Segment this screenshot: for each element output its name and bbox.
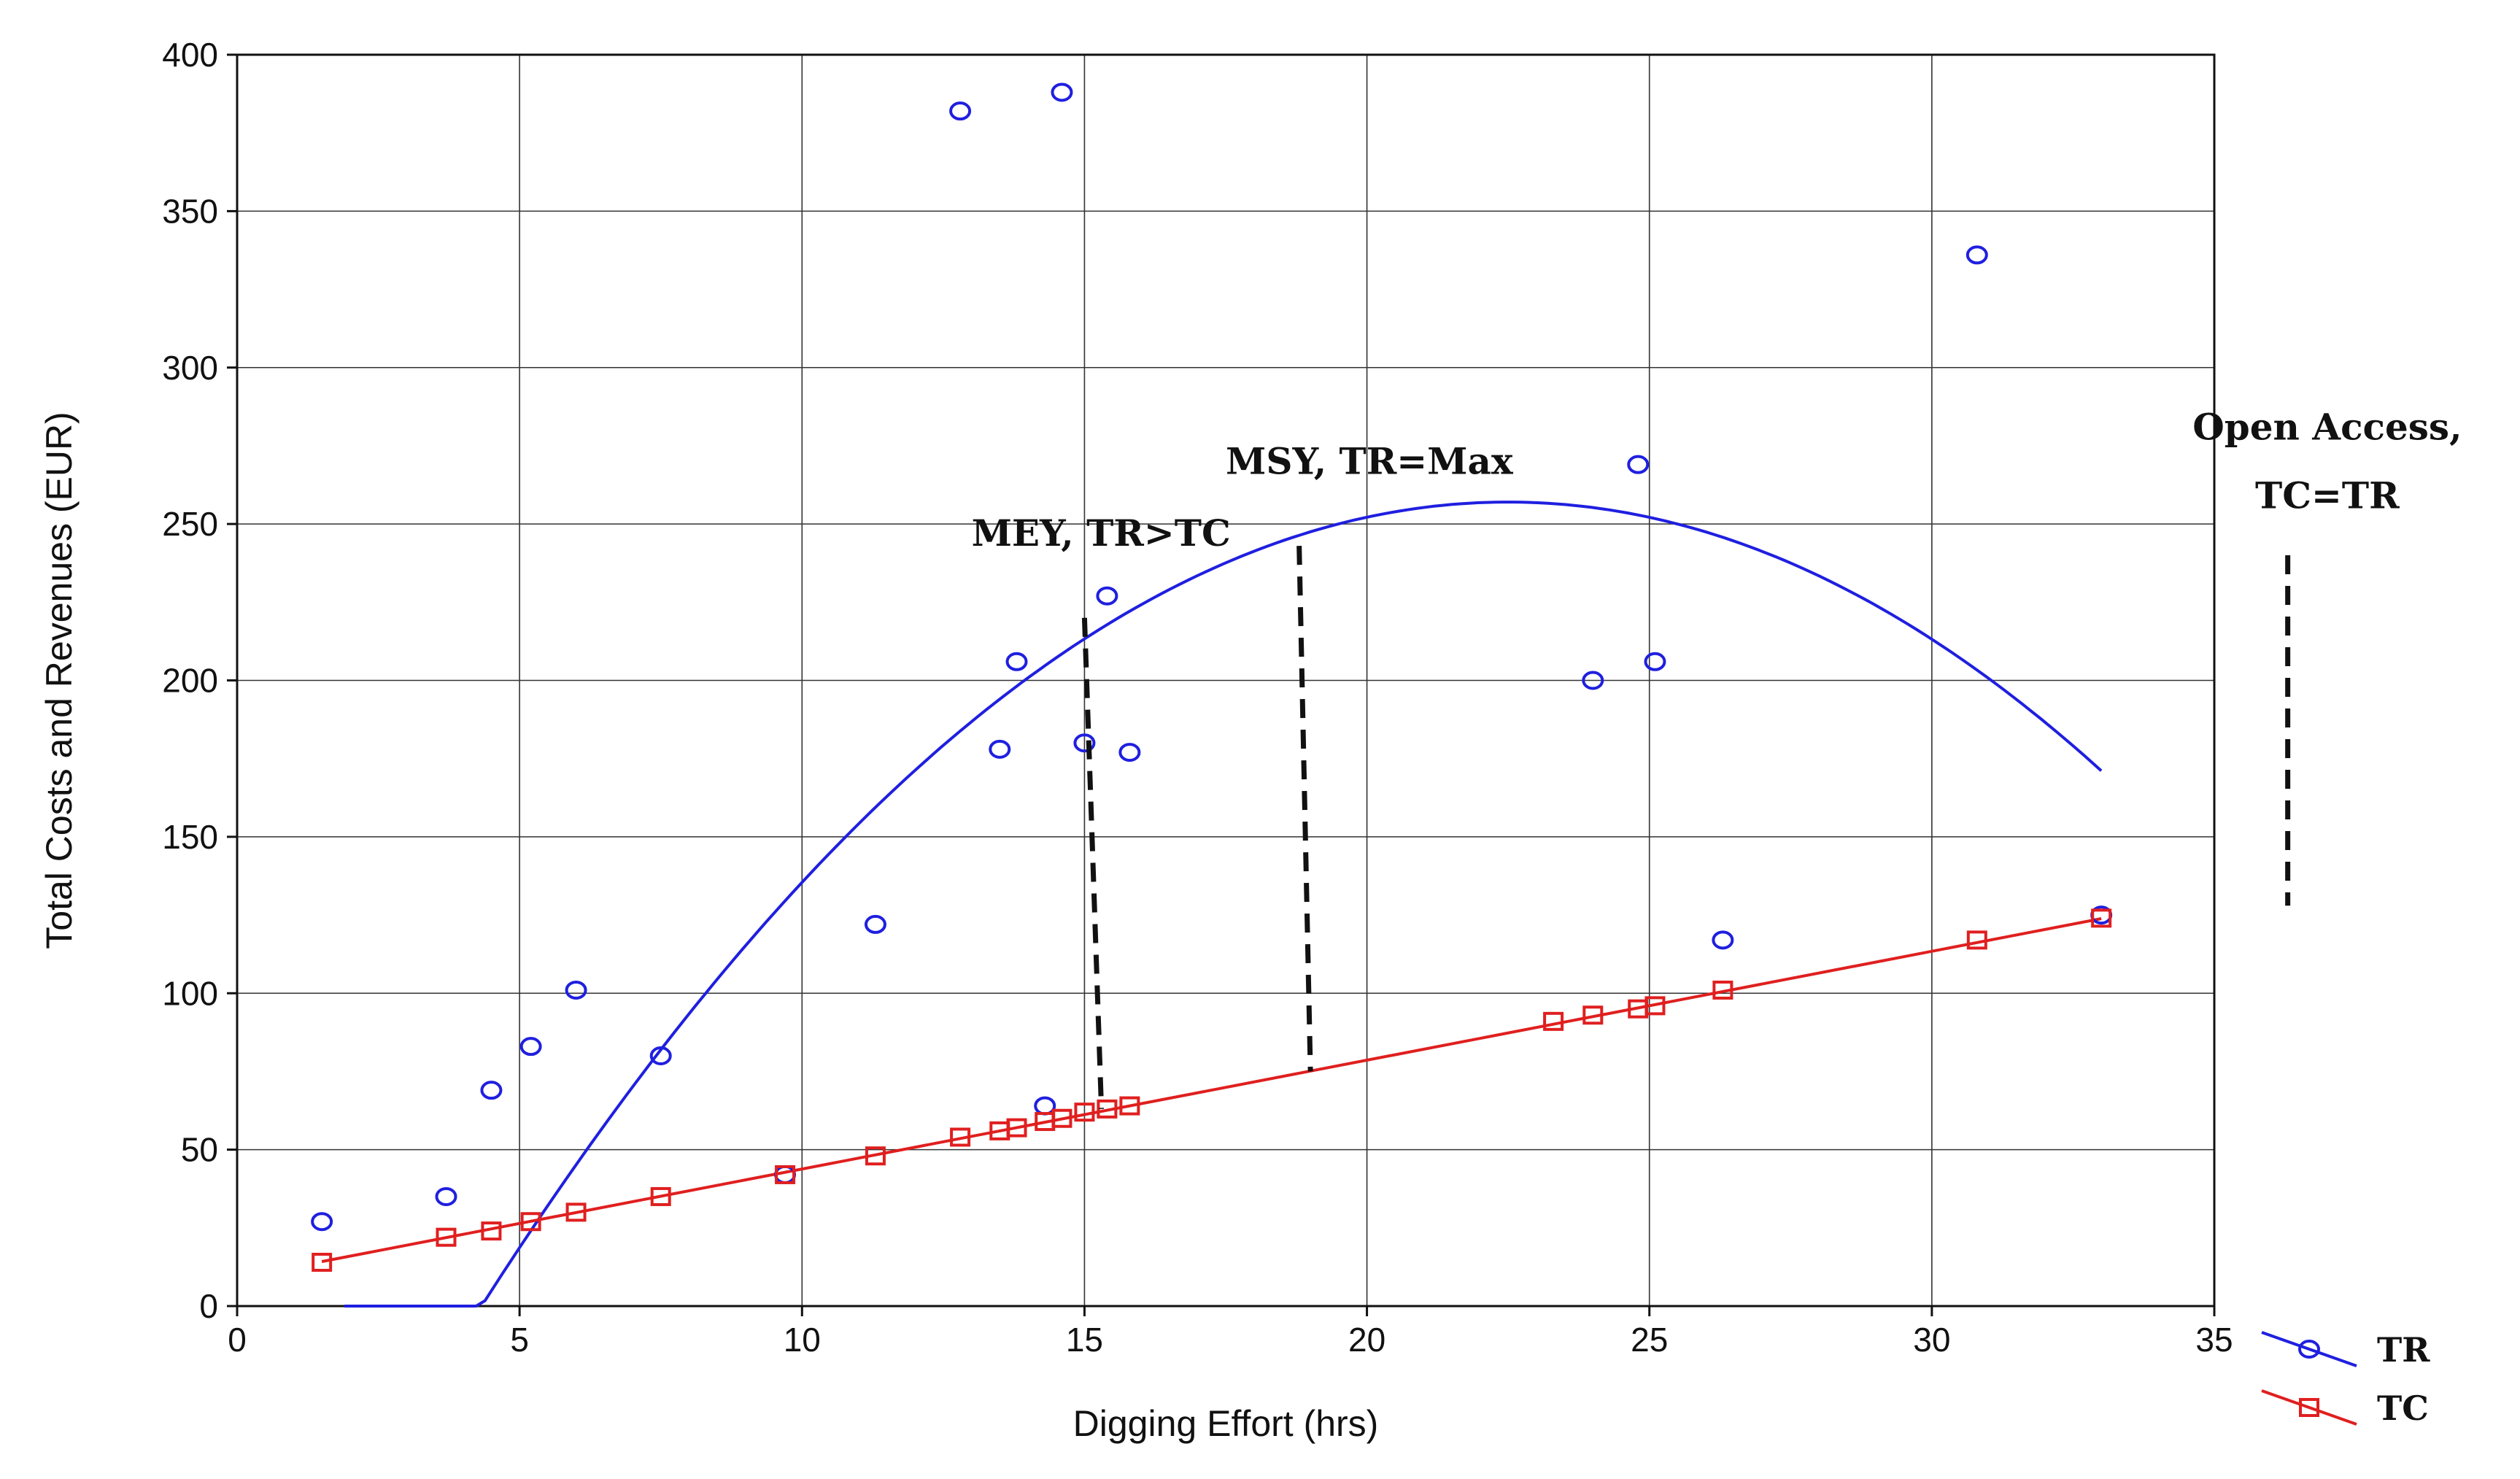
tr-point [1712, 930, 1734, 950]
y-tick-label: 100 [162, 974, 218, 1012]
y-tick-label: 300 [162, 349, 218, 387]
tr-fit-line [344, 501, 2103, 1308]
tr-point [649, 1046, 672, 1065]
y-tick-label: 400 [162, 36, 218, 74]
y-tick-label: 150 [162, 818, 218, 856]
tc-point [950, 1127, 971, 1147]
x-tick-label: 10 [784, 1321, 821, 1359]
y-tick-label: 200 [162, 662, 218, 700]
tr-legend-line [2261, 1331, 2357, 1367]
tr-point [1118, 743, 1141, 762]
tr-point [1644, 652, 1666, 671]
msy-reference-line [1296, 546, 1313, 1072]
tc-point [1051, 1108, 1072, 1128]
y-tick-label: 50 [181, 1131, 218, 1169]
tr-point [565, 980, 587, 1000]
tc-point [481, 1221, 502, 1241]
mey-reference-line [1081, 617, 1105, 1110]
x-tick-label: 20 [1348, 1321, 1385, 1359]
tc-point [312, 1252, 333, 1272]
tr-point [311, 1212, 333, 1232]
tc-point [2091, 908, 2112, 928]
annotation-label: Open Access, [2192, 405, 2462, 448]
legend-label-tr: TR [2377, 1330, 2430, 1370]
tc-point [1582, 1005, 1604, 1025]
annotation-label: TC=TR [2255, 474, 2400, 517]
tc-point [650, 1186, 671, 1206]
tc-point [1543, 1011, 1564, 1031]
tr-point [435, 1186, 457, 1206]
tc-point [865, 1146, 886, 1166]
tc-fit-line [321, 917, 2102, 1263]
x-tick-label: 5 [510, 1321, 529, 1359]
tc-point [1119, 1096, 1140, 1116]
tc-legend-line [2261, 1389, 2357, 1426]
annotation-label: MEY, TR>TC [972, 511, 1231, 555]
tc-point [1712, 980, 1734, 1000]
tr-point [1073, 733, 1096, 753]
y-axis-title: Total Costs and Revenues (EUR) [39, 412, 80, 949]
tc-point [520, 1212, 541, 1232]
tc-point [1644, 996, 1666, 1016]
tc-point [775, 1165, 796, 1184]
tr-point [949, 101, 972, 121]
tr-point [1051, 82, 1073, 102]
tr-point [1627, 455, 1650, 474]
tc-legend-marker [2299, 1398, 2319, 1417]
tr-point [519, 1037, 542, 1057]
tc-point [565, 1202, 587, 1222]
tr-point [480, 1081, 503, 1100]
y-tick-label: 250 [162, 505, 218, 543]
tc-point [1966, 930, 1987, 950]
x-tick-label: 25 [1631, 1321, 1668, 1359]
x-tick-label: 35 [2195, 1321, 2233, 1359]
tr-legend-marker [2298, 1340, 2320, 1359]
legend-label-tc: TC [2377, 1389, 2429, 1428]
x-tick-label: 15 [1066, 1321, 1103, 1359]
x-tick-label: 0 [228, 1321, 247, 1359]
y-tick-label: 0 [199, 1287, 218, 1325]
x-tick-label: 30 [1913, 1321, 1950, 1359]
tc-point [1097, 1099, 1118, 1119]
x-axis-title: Digging Effort (hrs) [1073, 1403, 1379, 1444]
tc-point [436, 1227, 457, 1247]
y-tick-label: 350 [162, 192, 218, 230]
tr-point [989, 739, 1011, 759]
tr-point [1096, 586, 1118, 606]
tr-point [1005, 652, 1028, 671]
tc-point [1006, 1118, 1027, 1138]
tr-point [864, 914, 886, 934]
annotation-label: MSY, TR=Max [1226, 440, 1514, 483]
tr-point [1966, 245, 1988, 265]
tc-point [1074, 1103, 1095, 1122]
tr-point [1582, 671, 1604, 690]
